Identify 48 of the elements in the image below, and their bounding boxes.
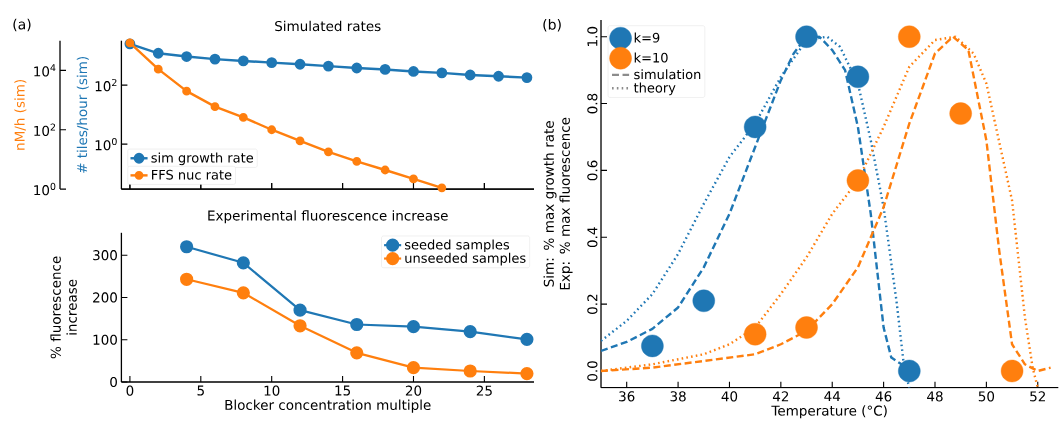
y-tick-label: 0.6 bbox=[587, 160, 598, 181]
legend-label: seeded samples bbox=[404, 239, 510, 253]
x-tick-label: 20 bbox=[405, 385, 422, 396]
x-tick-label: 50 bbox=[978, 391, 995, 402]
y-tick-label: 0.8 bbox=[587, 93, 598, 114]
y-axis-title: # tiles/hour (sim) bbox=[76, 57, 89, 173]
x-tick-label: 15 bbox=[335, 385, 351, 396]
text: (b) bbox=[543, 18, 561, 32]
y-tick-label: 10$^{2}$ bbox=[34, 123, 56, 136]
y-tick-label: 0 bbox=[110, 376, 117, 388]
legend-label: FFS nuc rate bbox=[152, 169, 232, 180]
x-tick-label: 25 bbox=[476, 385, 492, 396]
x-axis-title: Blocker concentration multiple bbox=[225, 399, 431, 413]
x-tick-label: 0 bbox=[126, 385, 134, 396]
legend-label: unseeded samples bbox=[405, 252, 526, 266]
legend-label: k=10 bbox=[634, 52, 668, 63]
chart-title: Experimental fluorescence increase bbox=[208, 210, 448, 224]
y-tick-label: 10$^{0}$ bbox=[34, 182, 56, 196]
y-tick-label: 0.2 bbox=[587, 294, 598, 314]
y-axis-title: Sim: % max growth rate Exp: % max fluorescence bbox=[543, 117, 573, 290]
x-tick-label: 36 bbox=[619, 391, 635, 402]
y-tick-label: 10$^{2}$ bbox=[95, 78, 117, 92]
y-tick-label: 10$^{0}$ bbox=[95, 137, 117, 151]
annotation: theory bbox=[633, 82, 676, 96]
y-tick-label: 10$^{4}$ bbox=[34, 64, 56, 77]
x-tick-label: 10 bbox=[264, 385, 280, 396]
x-tick-label: 48 bbox=[927, 391, 943, 402]
x-tick-label: 46 bbox=[875, 391, 892, 402]
y-tick-label: 1.0 bbox=[587, 26, 598, 46]
y-tick-label: 0.0 bbox=[587, 361, 598, 381]
annotation: simulation bbox=[634, 69, 701, 80]
y-tick-label: 200 bbox=[93, 292, 117, 303]
y-tick-label: 0.4 bbox=[587, 227, 598, 248]
x-tick-label: 40 bbox=[721, 391, 738, 402]
legend-label: sim growth rate bbox=[151, 152, 254, 166]
legend-label: k=9 bbox=[634, 32, 660, 43]
x-axis-title: Temperature (°C) bbox=[771, 405, 887, 419]
y-axis-title: % fluorescence increase bbox=[50, 256, 77, 359]
chart-title: Simulated rates bbox=[275, 20, 381, 32]
x-tick-label: 44 bbox=[824, 391, 841, 402]
text: (a) bbox=[13, 18, 31, 32]
x-tick-label: 42 bbox=[772, 391, 789, 402]
x-tick-label: 38 bbox=[670, 391, 686, 402]
y-tick-label: 100 bbox=[93, 334, 117, 345]
y-axis-title: nM/h (sim) bbox=[14, 80, 27, 150]
x-tick-label: 5 bbox=[197, 385, 204, 396]
y-tick-label: 300 bbox=[93, 250, 117, 261]
x-tick-label: 52 bbox=[1030, 391, 1045, 402]
